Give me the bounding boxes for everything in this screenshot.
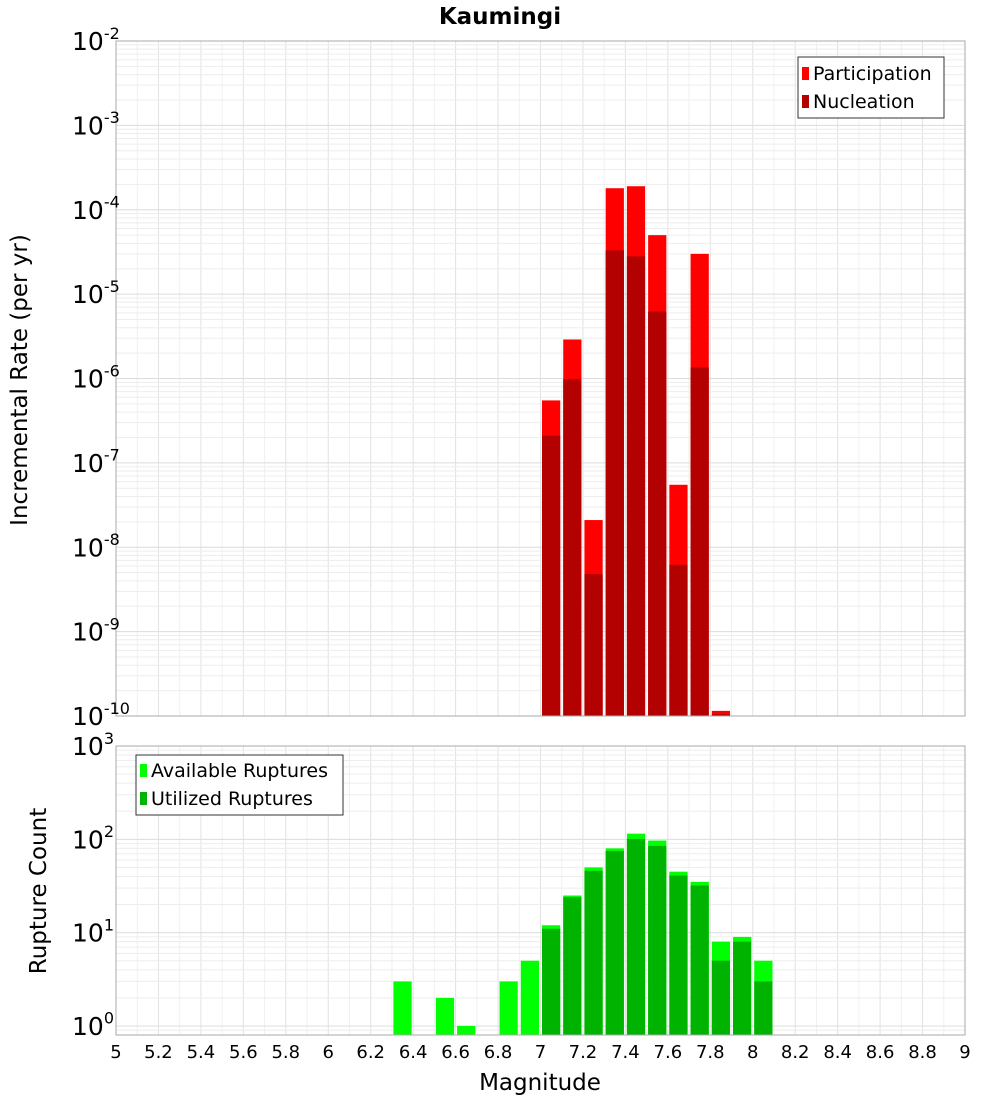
count-bar-utilized-ruptures xyxy=(754,981,773,1035)
magnitude-x-tick-label: 6.2 xyxy=(356,1042,385,1063)
magnitude-x-tick-label: 8.2 xyxy=(781,1042,810,1063)
magnitude-x-tick-label: 6.8 xyxy=(484,1042,513,1063)
magnitude-x-tick-label: 5 xyxy=(110,1042,121,1063)
rate-y-tick-label: 10-10 xyxy=(72,699,130,731)
count-y-tick-label: 102 xyxy=(72,822,114,854)
rate-bar-participation xyxy=(711,710,731,716)
count-grid xyxy=(115,745,966,1036)
count-y-tick-label: 101 xyxy=(72,915,114,947)
count-y-axis-label: Rupture Count xyxy=(26,808,52,974)
magnitude-x-tick-label: 5.8 xyxy=(271,1042,300,1063)
magnitude-x-tick-label: 8.4 xyxy=(823,1042,852,1063)
magnitude-x-tick-label: 7.6 xyxy=(654,1042,683,1063)
rate-grid xyxy=(115,40,966,717)
rate-bar-nucleation xyxy=(605,250,624,717)
rate-y-tick-label: 10-9 xyxy=(72,614,120,646)
rate-bar-nucleation xyxy=(711,714,731,716)
rate-y-tick-label: 10-6 xyxy=(72,361,120,393)
count-y-ticks: 103 102 101 100 xyxy=(72,729,114,1041)
count-y-tick-label: 103 xyxy=(72,729,114,761)
magnitude-x-tick-label: 6 xyxy=(323,1042,334,1063)
rate-bar-nucleation xyxy=(669,564,688,716)
rate-chart: 10-2 10-3 10-4 10-5 10-6 10-7 10-8 10-9 10-10 In… xyxy=(7,24,966,731)
count-bar-utilized-ruptures xyxy=(648,845,667,1035)
rate-y-tick-label: 10-7 xyxy=(72,446,120,478)
nucleation-legend-label: Nucleation xyxy=(813,91,915,113)
rate-y-tick-label: 10-3 xyxy=(72,108,120,140)
rate-bar-nucleation xyxy=(690,367,709,716)
count-bar-utilized-ruptures xyxy=(733,941,752,1035)
rate-y-tick-label: 10-5 xyxy=(72,277,120,309)
rate-legend: Participation Nucleation xyxy=(797,56,945,119)
rate-bar-nucleation xyxy=(626,256,646,716)
count-bar-utilized-ruptures xyxy=(605,850,624,1035)
rate-bar-nucleation xyxy=(563,379,582,716)
participation-legend-label: Participation xyxy=(813,63,932,85)
count-bar-utilized-ruptures xyxy=(542,928,561,1035)
magnitude-x-ticks: 5 5.2 5.4 5.6 5.8 6 6.2 6.4 6.6 6.8 7 7.2 7.4 7.6 7.8 8… xyxy=(110,1042,970,1063)
magnitude-x-tick-label: 9 xyxy=(959,1042,970,1063)
available-legend-swatch xyxy=(140,764,147,777)
magnitude-x-tick-label: 8 xyxy=(747,1042,758,1063)
rate-y-tick-label: 10-8 xyxy=(72,530,120,562)
count-bar-utilized-ruptures xyxy=(626,838,646,1035)
count-bar-available-ruptures xyxy=(393,981,412,1035)
utilized-legend-swatch xyxy=(140,792,147,805)
magnitude-x-tick-label: 7.2 xyxy=(569,1042,598,1063)
count-chart: 103 102 101 100 5 5.2 5.4 5.6 5.8 6 6.2 6.4 6.6 6.8 7… xyxy=(26,729,971,1096)
magnitude-x-tick-label: 7.4 xyxy=(611,1042,640,1063)
count-bar-utilized-ruptures xyxy=(584,870,603,1035)
count-bar-utilized-ruptures xyxy=(563,897,582,1035)
available-legend-label: Available Ruptures xyxy=(151,760,328,782)
count-bar-available-ruptures xyxy=(457,1025,476,1035)
magnitude-x-tick-label: 5.6 xyxy=(229,1042,258,1063)
chart-title: Kaumingi xyxy=(439,4,561,30)
magnitude-x-tick-label: 6.4 xyxy=(399,1042,428,1063)
rate-plot-border xyxy=(115,40,966,717)
count-bar-available-ruptures xyxy=(520,960,539,1035)
utilized-legend-label: Utilized Ruptures xyxy=(151,788,313,810)
rate-y-axis-label: Incremental Rate (per yr) xyxy=(7,234,33,526)
rate-legend-box xyxy=(797,56,945,119)
count-bar-utilized-ruptures xyxy=(690,885,709,1035)
magnitude-x-tick-label: 8.8 xyxy=(908,1042,937,1063)
magnitude-x-tick-label: 8.6 xyxy=(866,1042,895,1063)
rate-bar-nucleation xyxy=(542,435,561,716)
magnitude-x-tick-label: 6.6 xyxy=(441,1042,470,1063)
rate-bar-nucleation xyxy=(648,311,667,716)
count-plot-border xyxy=(115,745,966,1036)
rate-bars xyxy=(542,186,731,717)
count-bar-utilized-ruptures xyxy=(711,960,731,1035)
participation-legend-swatch xyxy=(802,67,809,80)
count-legend: Available Ruptures Utilized Ruptures xyxy=(135,754,344,816)
count-bars xyxy=(393,833,773,1035)
nucleation-legend-swatch xyxy=(802,95,809,108)
magnitude-x-axis-label: Magnitude xyxy=(479,1070,601,1096)
count-legend-box xyxy=(135,754,344,816)
count-bar-utilized-ruptures xyxy=(669,875,688,1035)
magnitude-x-tick-label: 5.4 xyxy=(187,1042,216,1063)
magnitude-x-tick-label: 5.2 xyxy=(144,1042,173,1063)
count-y-tick-label: 100 xyxy=(72,1009,114,1041)
rate-y-tick-label: 10-4 xyxy=(72,193,120,225)
magnitude-x-tick-label: 7.8 xyxy=(696,1042,725,1063)
count-bar-available-ruptures xyxy=(499,981,518,1035)
rate-bar-nucleation xyxy=(584,574,603,716)
magnitude-x-tick-label: 7 xyxy=(535,1042,546,1063)
rate-y-ticks: 10-2 10-3 10-4 10-5 10-6 10-7 10-8 10-9 10-10 xyxy=(72,24,130,731)
rate-y-tick-label: 10-2 xyxy=(72,24,120,56)
count-bar-available-ruptures xyxy=(435,997,455,1035)
